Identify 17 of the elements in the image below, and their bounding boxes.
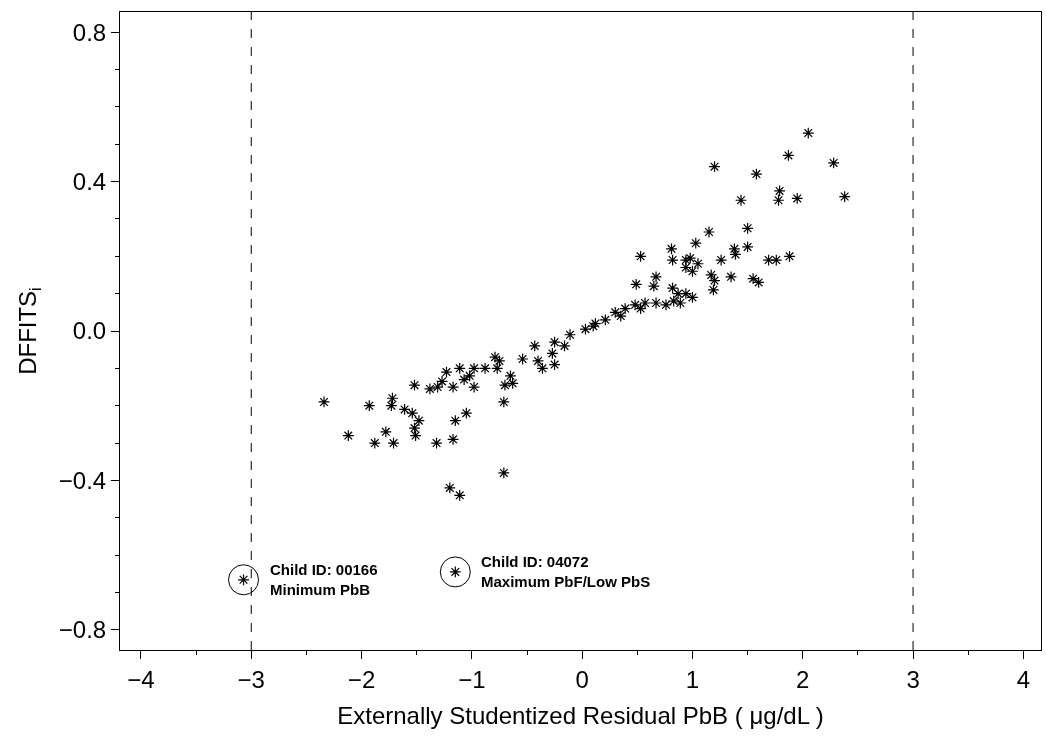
x-tick-label: 0 (575, 665, 589, 693)
x-tick-label: 3 (906, 665, 920, 693)
x-tick-label: −2 (347, 665, 376, 693)
x-tick-label: 1 (685, 665, 700, 693)
y-tick-label: 0.8 (72, 18, 107, 46)
y-tick-label: −0.8 (58, 616, 107, 644)
x-tick-label: −1 (458, 665, 486, 693)
y-tick-label: −0.4 (58, 466, 107, 494)
x-tick-label: 4 (1016, 665, 1031, 693)
y-tick-label: 0.0 (72, 317, 107, 345)
x-tick-label: 2 (796, 665, 810, 693)
x-tick-label: −4 (127, 665, 155, 693)
annotation: Child ID: 04072 Maximum PbF/Low PbS (481, 553, 651, 590)
x-axis-title: Externally Studentized Residual PbB ( μg/dL ) (337, 702, 824, 730)
annotation: Child ID: 00166 Minimum PbB (270, 561, 378, 598)
x-tick-label: −3 (237, 665, 265, 693)
y-tick-label: 0.4 (72, 167, 107, 195)
